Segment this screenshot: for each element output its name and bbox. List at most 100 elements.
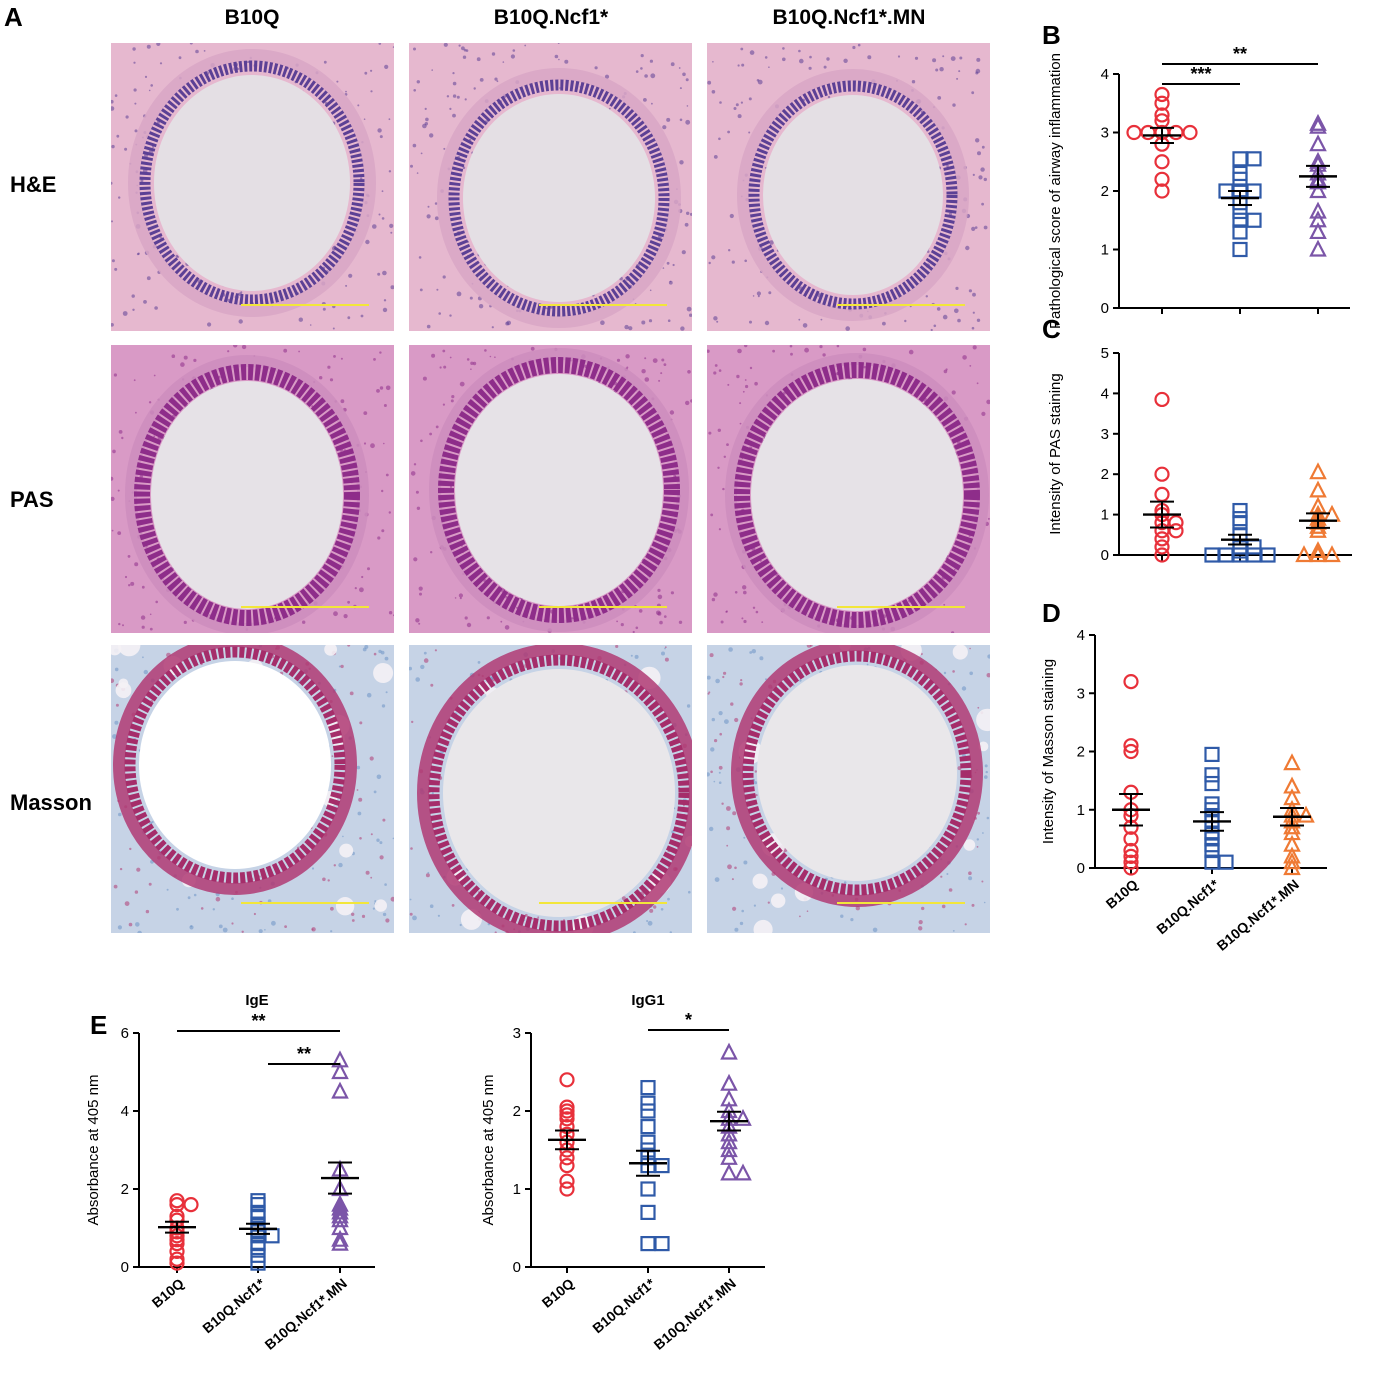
chart-c-point	[1309, 545, 1327, 563]
chart-c-point	[1204, 547, 1220, 563]
chart-d-y-tick-label: 1	[1077, 802, 1085, 819]
chart-e-igg1-significance-label: *	[685, 1010, 692, 1030]
chart-b-point	[1154, 183, 1170, 199]
chart-e-ige-point	[331, 1062, 349, 1080]
chart-e-ige-point	[250, 1196, 266, 1213]
chart-b-y-tick-label: 4	[1101, 66, 1109, 83]
chart-d-point	[1204, 767, 1220, 783]
chart-e-igg1-point	[654, 1157, 670, 1174]
chart-c-y-tick-label: 3	[1101, 426, 1109, 443]
row-label-pas: PAS	[10, 487, 54, 512]
chart-b-point	[1154, 154, 1170, 170]
chart-b-point	[1232, 203, 1248, 220]
panel-letter-a: A	[4, 2, 23, 32]
chart-e-igg1-point	[640, 1204, 656, 1221]
chart-e-igg1-point	[559, 1072, 575, 1088]
chart-e-igg1-point	[640, 1095, 656, 1111]
micrograph-he-2	[409, 43, 692, 331]
chart-e-igg1-point	[720, 1163, 738, 1181]
chart-b-point	[1309, 116, 1327, 134]
chart-d-y-label: Intensity of Masson staining	[1040, 659, 1057, 844]
chart-c-point	[1309, 462, 1327, 480]
chart-b-point	[1154, 86, 1170, 103]
chart-b-point	[1309, 222, 1327, 240]
chart-e-igg1-point	[559, 1150, 575, 1166]
micrograph-he-3	[707, 43, 990, 331]
micrograph-masson-3	[707, 645, 990, 933]
micrograph-he-1	[111, 43, 394, 331]
micrograph-masson-2	[409, 645, 692, 933]
chart-e-igg1-point	[654, 1235, 670, 1252]
panel-letter-c: C	[1042, 314, 1061, 344]
chart-b-point	[1309, 172, 1327, 190]
chart-e-ige-point	[331, 1210, 349, 1228]
chart-e-igg1-point	[640, 1103, 656, 1119]
chart-d-point	[1283, 852, 1301, 870]
chart-c-point	[1154, 486, 1170, 502]
chart-b-y-tick-label: 3	[1101, 125, 1109, 142]
chart-b-point	[1126, 124, 1142, 141]
chart-d-y-tick-label: 3	[1077, 685, 1085, 702]
chart-c-y-tick-label: 5	[1101, 345, 1109, 362]
chart-d-point	[1204, 775, 1220, 792]
chart-d-point	[1123, 831, 1139, 847]
chart-e-igg1-point	[559, 1181, 575, 1197]
chart-d-point	[1204, 842, 1220, 859]
chart-e-igg1-x-tick-label: B10Q.Ncf1*.MN	[651, 1275, 739, 1353]
chart-c-point	[1309, 520, 1327, 538]
chart-b-y-tick-label: 0	[1101, 300, 1109, 317]
chart-e-igg1-point	[640, 1181, 656, 1197]
chart-e-igg1-y-tick-label: 2	[513, 1103, 521, 1120]
chart-d-x-tick-label: B10Q	[1103, 876, 1141, 912]
micrograph-masson-1	[111, 645, 394, 933]
chart-e-ige-significance-label: **	[297, 1044, 311, 1064]
chart-b-point	[1309, 201, 1327, 219]
chart-d-y-tick-label: 2	[1077, 744, 1085, 761]
chart-d-point	[1283, 753, 1301, 771]
chart-b-point	[1232, 224, 1248, 240]
column-title-b10q: B10Q	[224, 6, 280, 29]
chart-b-point	[1182, 124, 1198, 141]
chart-e-ige-x-tick-label: B10Q	[149, 1275, 187, 1311]
chart-e-igg1-point	[640, 1079, 656, 1096]
chart-d-x-tick-label: B10Q.Ncf1*	[1153, 876, 1222, 938]
panel-letter-d: D	[1042, 598, 1061, 628]
chart-c-point	[1232, 511, 1248, 527]
chart-e-ige-y-tick-label: 2	[121, 1181, 129, 1198]
chart-c-y-tick-label: 0	[1101, 547, 1109, 564]
chart-d-point	[1204, 746, 1220, 763]
chart-b-point	[1309, 239, 1327, 257]
chart-e-ige-point	[331, 1229, 349, 1247]
chart-e-igg1-point	[734, 1163, 752, 1181]
chart-d-point	[1123, 738, 1139, 754]
chart-b-significance-label: **	[1233, 44, 1247, 64]
chart-b-point	[1246, 151, 1262, 167]
chart-e-ige-significance-label: **	[251, 1011, 265, 1031]
chart-e-ige-x-tick-label: B10Q.Ncf1*.MN	[262, 1275, 350, 1353]
chart-e-ige-title: IgE	[245, 992, 268, 1009]
chart-e-igg1-title: IgG1	[631, 992, 664, 1009]
chart-c-point	[1246, 539, 1262, 555]
chart-e-igg1-x-tick-label: B10Q.Ncf1*	[589, 1275, 658, 1337]
chart-e-igg1-point	[559, 1111, 575, 1127]
chart-e-ige-point	[183, 1196, 199, 1213]
chart-c-point	[1309, 541, 1327, 559]
chart-c-point	[1154, 466, 1170, 482]
chart-d-point	[1123, 860, 1139, 876]
chart-c-point	[1154, 547, 1170, 563]
chart-c-point	[1295, 545, 1313, 563]
chart-e-igg1-x-tick-label: B10Q	[539, 1275, 577, 1311]
chart-e-igg1-y-tick-label: 1	[513, 1181, 521, 1198]
chart-e-igg1-point	[720, 1073, 738, 1091]
chart-d-x-tick-label: B10Q.Ncf1*.MN	[1214, 876, 1302, 954]
chart-d-point	[1283, 858, 1301, 876]
chart-d-point	[1123, 743, 1139, 760]
chart-e-ige-point	[264, 1228, 280, 1244]
chart-c-y-tick-label: 4	[1101, 385, 1109, 402]
chart-e-igg1-point	[720, 1042, 738, 1060]
chart-b-significance-label: ***	[1190, 64, 1211, 84]
row-label-he: H&E	[10, 172, 57, 197]
chart-d-point	[1123, 673, 1139, 690]
chart-d-point	[1123, 848, 1139, 864]
chart-e-ige-point	[331, 1081, 349, 1099]
